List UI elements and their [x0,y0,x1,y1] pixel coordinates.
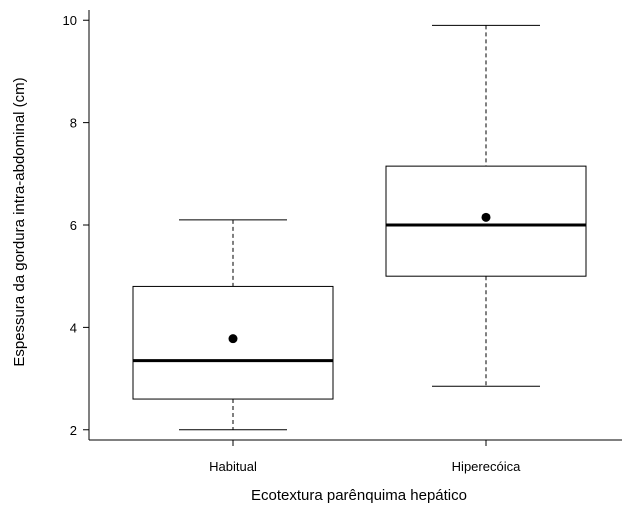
x-tick-label: Habitual [209,459,257,474]
y-tick-label: 6 [70,218,77,233]
box-group [385,24,587,387]
mean-point [481,212,491,222]
y-tick-label: 2 [70,423,77,438]
mean-point [228,334,238,344]
y-tick-label: 4 [70,320,77,335]
y-axis-title: Espessura da gordura intra-abdominal (cm… [11,77,28,366]
y-tick-label: 8 [70,116,77,131]
x-ticks: Habitual Hiperecóica [209,440,521,474]
box-group [132,219,334,431]
x-tick-label: Hiperecóica [452,459,521,474]
x-axis-title: Ecotextura parênquima hepático [251,487,467,504]
y-ticks: 2 4 6 8 10 [63,13,89,438]
boxes [132,24,587,431]
y-tick-label: 10 [63,13,77,28]
